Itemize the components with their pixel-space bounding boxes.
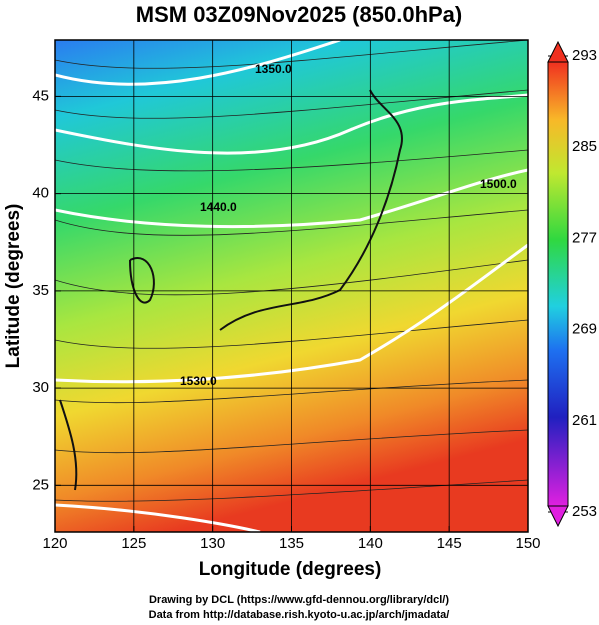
colorbar-top	[547, 40, 569, 63]
contours	[55, 40, 528, 532]
x-axis-label: Longitude (degrees)	[199, 559, 382, 580]
contour-label: 1530.0	[180, 374, 217, 388]
colorbar-tick-label: 285	[572, 138, 597, 155]
footer: Data from http://database.rish.kyoto-u.a…	[149, 609, 450, 621]
y-tick-label: 40	[32, 185, 49, 202]
x-tick-label: 135	[279, 535, 304, 552]
colorbar-bottom	[547, 505, 569, 528]
colorbar-tick-label: 261	[572, 412, 597, 429]
grid	[55, 40, 528, 532]
streamlines	[55, 40, 528, 502]
contour-label: 1440.0	[200, 200, 237, 214]
x-tick-label: 125	[121, 535, 146, 552]
x-tick-label: 145	[437, 535, 462, 552]
map: 1350.0 1440.0 1500.0 1530.0	[55, 40, 528, 532]
y-axis-label: Latitude (degrees)	[3, 204, 24, 369]
colorbar-tick-label: 253	[572, 503, 597, 520]
x-tick-label: 150	[515, 535, 540, 552]
y-tick-label: 45	[32, 87, 49, 104]
contour-label: 1350.0	[255, 62, 292, 76]
colorbar-tick-label: 269	[572, 321, 597, 338]
footer: Drawing by DCL (https://www.gfd-dennou.o…	[149, 594, 449, 606]
coastline	[59, 89, 403, 491]
x-tick-label: 130	[200, 535, 225, 552]
title: MSM 03Z09Nov2025 (850.0hPa)	[136, 2, 463, 27]
x-tick-label: 140	[358, 535, 383, 552]
y-tick-label: 35	[32, 282, 49, 299]
x-tick-label: 120	[42, 535, 67, 552]
colorbar-tick-label: 277	[572, 229, 597, 246]
colorbar	[547, 61, 569, 507]
colorbar-tick-label: 293	[572, 47, 597, 64]
y-tick-label: 25	[32, 476, 49, 493]
contour-label: 1500.0	[480, 177, 517, 191]
y-tick-label: 30	[32, 379, 49, 396]
